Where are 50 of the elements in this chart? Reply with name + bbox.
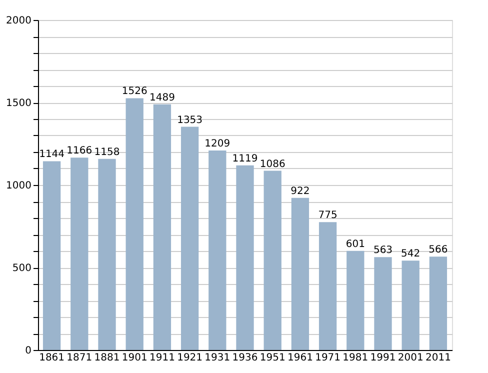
x-tick-label: 2001 (398, 352, 424, 364)
x-tick-label: 1991 (370, 352, 396, 364)
bar (126, 98, 144, 350)
data-label: 1158 (94, 146, 120, 158)
bar (236, 165, 254, 350)
x-tick-label: 1881 (94, 352, 120, 364)
y-tick-label: 0 (25, 346, 32, 356)
x-tick-label: 1871 (66, 352, 92, 364)
bar (180, 126, 199, 350)
data-label: 1209 (204, 138, 230, 150)
y-tick-label: 1000 (6, 180, 32, 192)
data-label: 1086 (260, 158, 286, 170)
bar (374, 257, 392, 350)
data-label: 1166 (66, 146, 92, 157)
data-label: 1119 (232, 153, 258, 164)
bar (291, 198, 310, 350)
data-label: 775 (318, 210, 338, 222)
bar (346, 250, 364, 350)
data-label: 1489 (149, 92, 175, 104)
x-tick-label: 1961 (287, 352, 313, 364)
bar (429, 256, 448, 350)
y-tick-label: 2000 (6, 16, 32, 26)
data-label: 601 (346, 238, 365, 250)
bar (208, 150, 226, 350)
x-tick-label: 1901 (122, 352, 148, 364)
y-tick-label: 500 (12, 263, 32, 274)
x-tick-label: 1931 (204, 352, 230, 364)
data-label: 1353 (177, 114, 203, 126)
x-tick-label: 1911 (149, 352, 175, 364)
bar (402, 260, 420, 350)
data-label: 1526 (122, 86, 148, 98)
data-label: 922 (290, 186, 310, 197)
data-label: 563 (373, 245, 393, 256)
x-tick-label: 1951 (260, 352, 286, 364)
x-tick-label: 1981 (342, 352, 368, 364)
y-tick-label: 1500 (6, 98, 32, 109)
data-label: 1144 (39, 149, 65, 160)
bar (70, 158, 88, 350)
bar (153, 104, 172, 350)
x-tick-label: 1921 (177, 352, 203, 364)
bar (264, 170, 282, 350)
x-tick-label: 2011 (425, 352, 451, 364)
data-label: 566 (428, 244, 448, 256)
x-tick-label: 1971 (315, 352, 341, 364)
x-tick-label: 1936 (232, 352, 258, 364)
x-tick-label: 1861 (39, 352, 65, 364)
bar (318, 222, 337, 350)
data-label: 542 (401, 248, 420, 260)
bar (98, 158, 116, 350)
bar (42, 161, 61, 350)
